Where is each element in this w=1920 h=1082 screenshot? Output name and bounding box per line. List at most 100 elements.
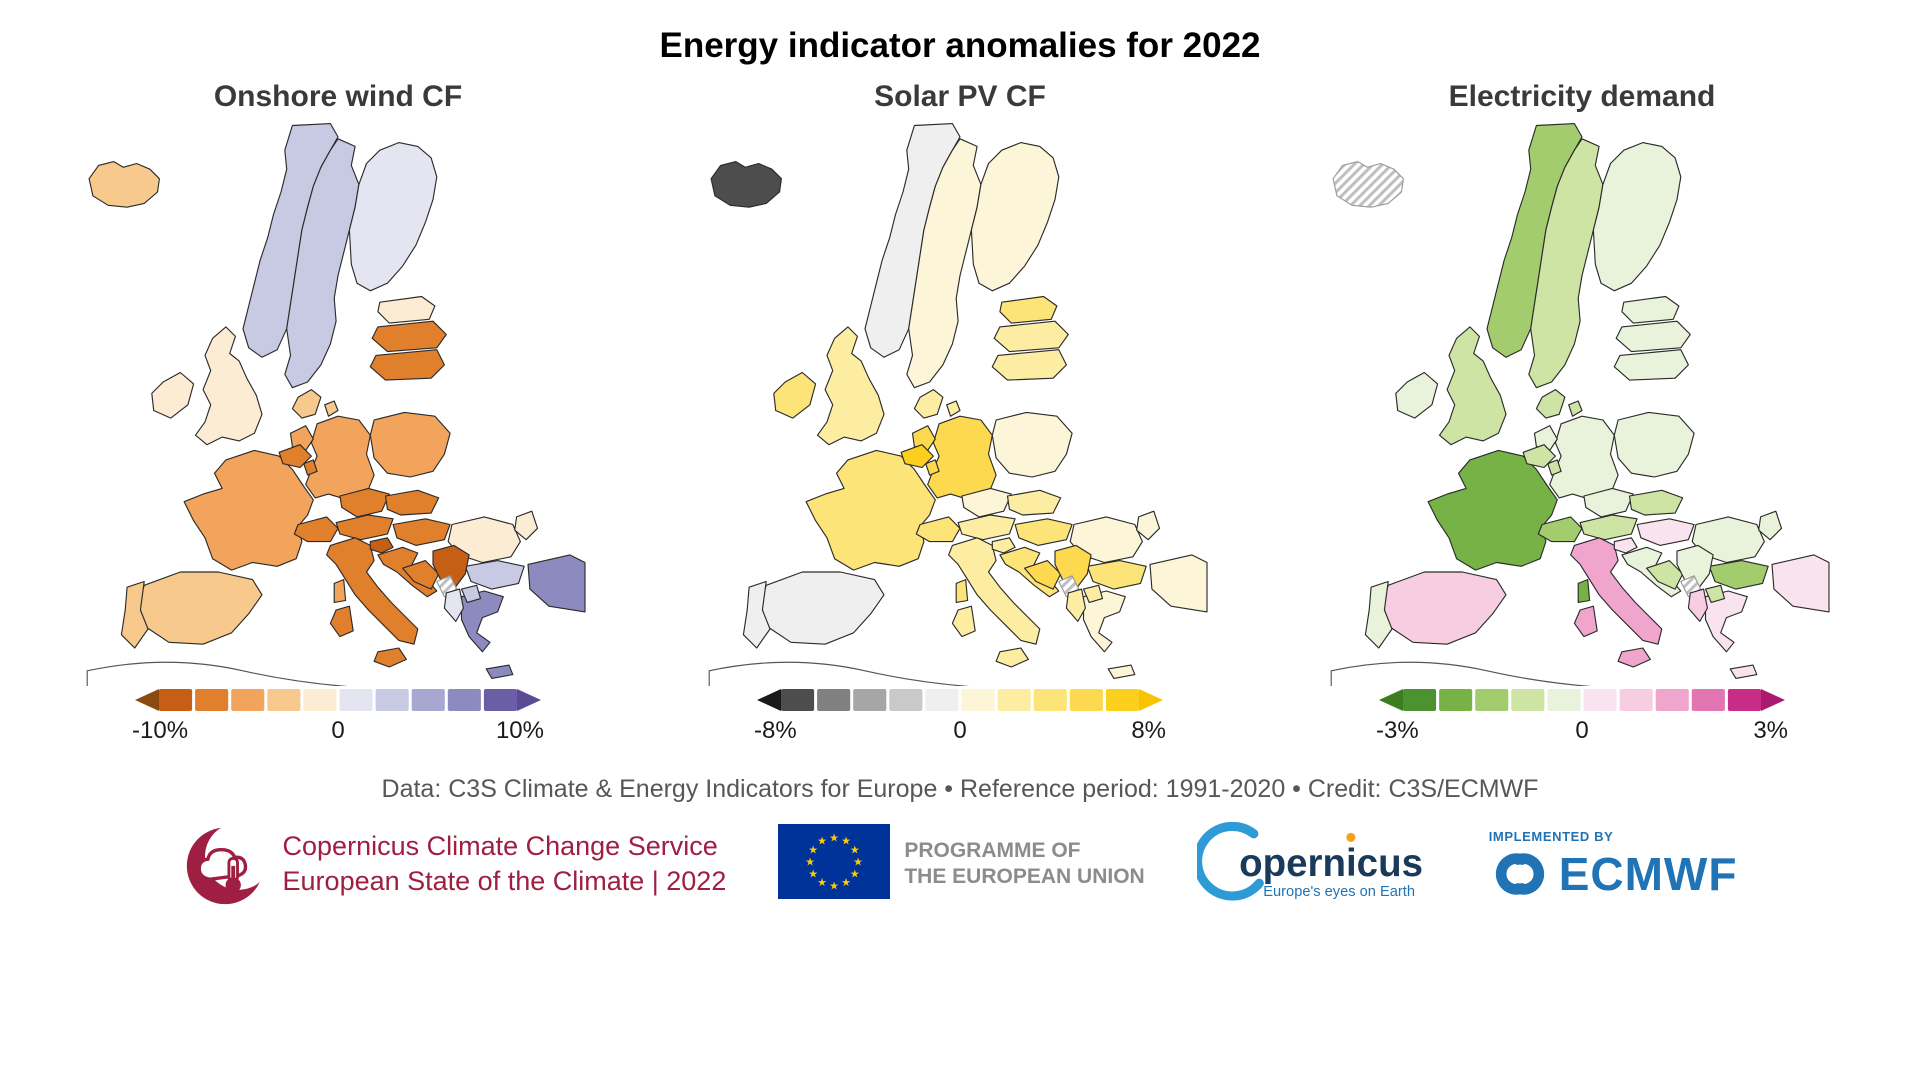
panel-electricity-demand: Electricity demand -3% 0 3% — [1271, 80, 1893, 747]
country-lt — [991, 349, 1067, 381]
map-svg — [1330, 123, 1830, 686]
colorbar-left-arrow-icon — [757, 689, 781, 711]
country-hu — [1636, 518, 1695, 546]
ecmwf-logo: IMPLEMENTED BY ECMWF — [1489, 829, 1738, 900]
colorbar-max-label: 8% — [1131, 717, 1166, 744]
colorbar-segment — [853, 689, 887, 711]
country-hu — [392, 518, 451, 546]
colorbar-min-label: -3% — [1376, 717, 1419, 744]
country-mk — [460, 584, 482, 603]
colorbar-segment — [1475, 689, 1509, 711]
copernicus-logo: opernicus Europe's eyes on Earth — [1196, 822, 1423, 901]
colorbar-onshore-wind — [133, 686, 543, 714]
country-de — [305, 415, 375, 501]
country-at — [335, 514, 394, 541]
country-lv — [1615, 320, 1691, 353]
eu-star-icon: ★ — [850, 844, 860, 856]
country-pl — [369, 411, 451, 478]
country-si — [991, 537, 1016, 554]
colorbar-svg — [757, 689, 1163, 711]
colorbar-left-arrow-icon — [135, 689, 159, 711]
country-ch — [293, 516, 339, 543]
country-sk — [384, 489, 440, 516]
colorbar-segment — [411, 689, 445, 711]
country-md — [1136, 510, 1161, 541]
colorbar-right-arrow-icon — [1761, 689, 1785, 711]
c3s-logo-line2: European State of the Climate | 2022 — [282, 866, 727, 896]
eu-star-icon: ★ — [817, 836, 827, 848]
country-be — [900, 444, 934, 469]
country-es — [137, 571, 263, 645]
colorbar-right-arrow-icon — [1139, 689, 1163, 711]
country-gb — [194, 326, 263, 446]
country-at — [957, 514, 1016, 541]
colorbar-segment — [781, 689, 815, 711]
country-nl — [1533, 425, 1558, 451]
country-dk — [291, 389, 339, 419]
country-al — [1065, 588, 1086, 622]
colorbar-segment — [303, 689, 337, 711]
colorbar-segment — [1403, 689, 1437, 711]
country-ie — [773, 371, 817, 419]
copernicus-tagline: Europe's eyes on Earth — [1263, 884, 1415, 900]
colorbar-segment — [925, 689, 959, 711]
country-tr — [1771, 554, 1830, 613]
country-ch — [915, 516, 961, 543]
colorbar-labels-electricity-demand: -3% 0 3% — [1376, 717, 1788, 747]
colorbar-segment — [1547, 689, 1581, 711]
colorbar-right-arrow-icon — [517, 689, 541, 711]
ecmwf-implemented-by: IMPLEMENTED BY — [1488, 828, 1614, 844]
colorbar-segment — [1105, 689, 1139, 711]
country-de — [1549, 415, 1619, 501]
colorbar-min-label: -10% — [132, 717, 189, 744]
panel-title-onshore-wind: Onshore wind CF — [213, 80, 463, 113]
country-fi — [348, 142, 438, 292]
colorbar-segment — [1655, 689, 1689, 711]
copernicus-wordmark: opernicus — [1239, 842, 1423, 885]
country-es — [759, 571, 885, 645]
figure-title: Energy indicator anomalies for 2022 — [659, 26, 1261, 65]
eu-star-icon: ★ — [853, 856, 863, 868]
copernicus-climate-change-service-logo: Copernicus Climate Change Service Europe… — [183, 820, 727, 908]
africa-coastline — [86, 661, 348, 686]
colorbar-segment — [997, 689, 1031, 711]
country-at — [1579, 514, 1638, 541]
country-si — [369, 537, 394, 554]
country-cz — [1583, 487, 1634, 518]
credit-line: Data: C3S Climate & Energy Indicators fo… — [381, 775, 1539, 803]
colorbar-labels-solar-pv: -8% 0 8% — [754, 717, 1166, 747]
panel-title-electricity-demand: Electricity demand — [1448, 80, 1716, 113]
country-dk — [1535, 389, 1583, 419]
colorbar-segment — [1691, 689, 1725, 711]
country-fi — [970, 142, 1060, 292]
country-si — [1613, 537, 1638, 554]
country-pl — [991, 411, 1073, 478]
colorbar-segment — [375, 689, 409, 711]
eu-star-icon: ★ — [850, 868, 860, 880]
country-sk — [1006, 489, 1062, 516]
country-it — [948, 537, 1041, 668]
colorbar-electricity-demand — [1377, 686, 1787, 714]
panel-title-solar-pv: Solar PV CF — [874, 80, 1046, 113]
c3s-logo-line1: Copernicus Climate Change Service — [282, 831, 718, 861]
colorbar-zero-label: 0 — [953, 717, 967, 744]
eu-star-icon: ★ — [829, 880, 839, 892]
copernicus-swoosh-icon — [1196, 822, 1264, 901]
country-md — [1758, 510, 1783, 541]
country-bg — [464, 560, 525, 590]
colorbar-segment — [159, 689, 193, 711]
country-ch — [1537, 516, 1583, 543]
country-ie — [151, 371, 195, 419]
country-rs — [432, 544, 470, 590]
country-be — [278, 444, 312, 469]
colorbar-segment — [1727, 689, 1761, 711]
country-ba — [1024, 560, 1062, 590]
ecmwf-interlocking-c-icon — [1495, 852, 1544, 895]
country-pl — [1613, 411, 1695, 478]
eu-star-icon: ★ — [841, 877, 851, 889]
colorbar-segment — [1439, 689, 1473, 711]
colorbar-segment — [267, 689, 301, 711]
eu-flag-svg: ★ ★★★★★★★★★★★ — [778, 824, 891, 899]
colorbar-min-label: -8% — [754, 717, 797, 744]
country-fr — [805, 449, 969, 603]
